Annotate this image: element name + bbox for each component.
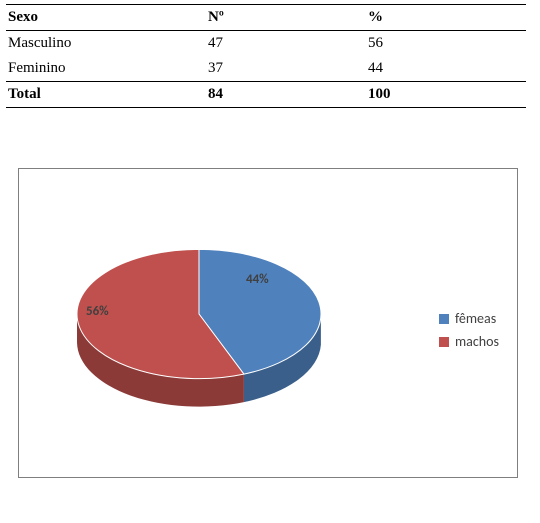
cell-num: 84 — [206, 82, 366, 108]
table-row: Masculino 47 56 — [6, 31, 526, 57]
legend-item-femeas: fêmeas — [439, 310, 499, 327]
pie-chart-frame: 44% 56% fêmeas machos — [18, 168, 518, 478]
table-total-row: Total 84 100 — [6, 82, 526, 108]
legend-swatch-icon — [439, 337, 449, 347]
cell-sexo: Masculino — [6, 31, 206, 57]
cell-pct: 100 — [366, 82, 526, 108]
header-sexo: Sexo — [6, 5, 206, 31]
legend-swatch-icon — [439, 314, 449, 324]
cell-sexo: Feminino — [6, 56, 206, 82]
slice-label-machos: 56% — [86, 304, 109, 319]
slice-label-femeas: 44% — [246, 272, 269, 287]
legend-label: machos — [455, 333, 499, 350]
cell-num: 37 — [206, 56, 366, 82]
data-table: Sexo Nº % Masculino 47 56 Feminino 37 44… — [6, 4, 526, 108]
table-header-row: Sexo Nº % — [6, 5, 526, 31]
pie-chart: 44% 56% — [49, 219, 349, 429]
legend-label: fêmeas — [455, 310, 496, 327]
cell-pct: 56 — [366, 31, 526, 57]
header-num: Nº — [206, 5, 366, 31]
cell-num: 47 — [206, 31, 366, 57]
header-pct: % — [366, 5, 526, 31]
cell-sexo: Total — [6, 82, 206, 108]
table-row: Feminino 37 44 — [6, 56, 526, 82]
legend: fêmeas machos — [439, 304, 499, 356]
cell-pct: 44 — [366, 56, 526, 82]
legend-item-machos: machos — [439, 333, 499, 350]
pie-svg — [49, 219, 349, 429]
